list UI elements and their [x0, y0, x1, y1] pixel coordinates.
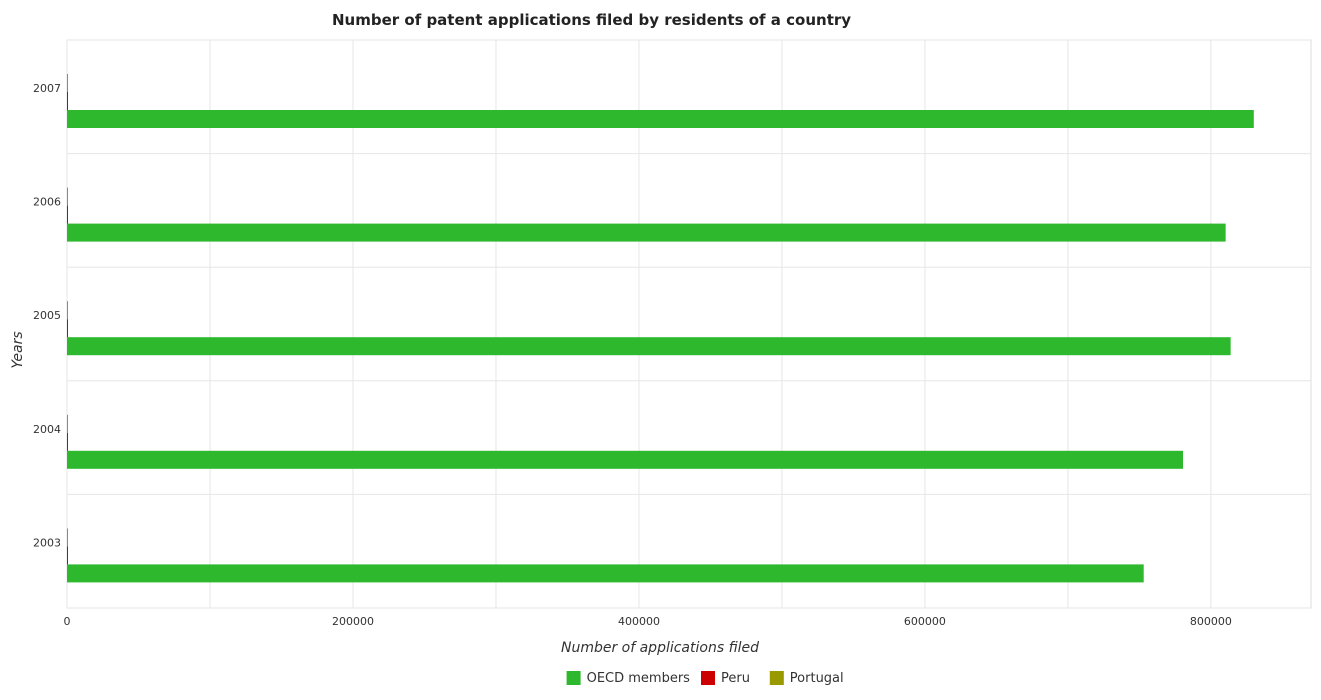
chart-title: Number of patent applications filed by r…	[332, 11, 851, 29]
bar-oecd-members	[67, 223, 1226, 242]
bar-portugal	[67, 414, 68, 433]
legend-swatch-oecd-members	[566, 671, 581, 685]
bar-peru	[67, 319, 68, 338]
x-tick-label: 0	[64, 615, 71, 628]
bar-portugal	[67, 528, 68, 547]
x-tick-label: 800000	[1190, 615, 1232, 628]
y-tick-label: 2006	[33, 196, 61, 209]
bar-oecd-members	[67, 564, 1144, 583]
x-tick-label: 400000	[618, 615, 660, 628]
grid-layer	[66, 39, 1312, 609]
tick-layer: 0 200000 400000 600000 800000 2003 2004 2005 200…	[33, 82, 1232, 628]
y-tick-label: 2007	[33, 82, 61, 95]
legend-swatch-peru	[701, 671, 715, 685]
bar-oecd-members	[67, 110, 1254, 128]
bar-layer	[67, 74, 1254, 583]
bar-peru	[67, 546, 68, 565]
x-tick-label: 600000	[904, 615, 946, 628]
bar-oecd-members	[67, 337, 1231, 356]
bar-portugal	[67, 301, 68, 320]
y-tick-label: 2003	[33, 536, 61, 549]
bar-peru	[67, 432, 68, 451]
legend-label: Peru	[721, 671, 750, 686]
legend-swatch-portugal	[769, 671, 784, 685]
legend-label: Portugal	[790, 671, 844, 686]
bar-peru	[67, 205, 68, 224]
y-tick-label: 2004	[33, 423, 61, 436]
x-axis-label: Number of applications filed	[561, 640, 759, 656]
bar-peru	[67, 92, 68, 110]
bar-portugal	[67, 74, 68, 92]
bar-oecd-members	[67, 450, 1184, 469]
bar-portugal	[67, 187, 68, 206]
x-tick-label: 200000	[332, 615, 374, 628]
y-axis-label: Years	[10, 331, 26, 368]
y-tick-label: 2005	[33, 309, 61, 322]
legend-label: OECD members	[587, 671, 691, 686]
legend: OECD members Peru Portugal	[566, 671, 844, 686]
